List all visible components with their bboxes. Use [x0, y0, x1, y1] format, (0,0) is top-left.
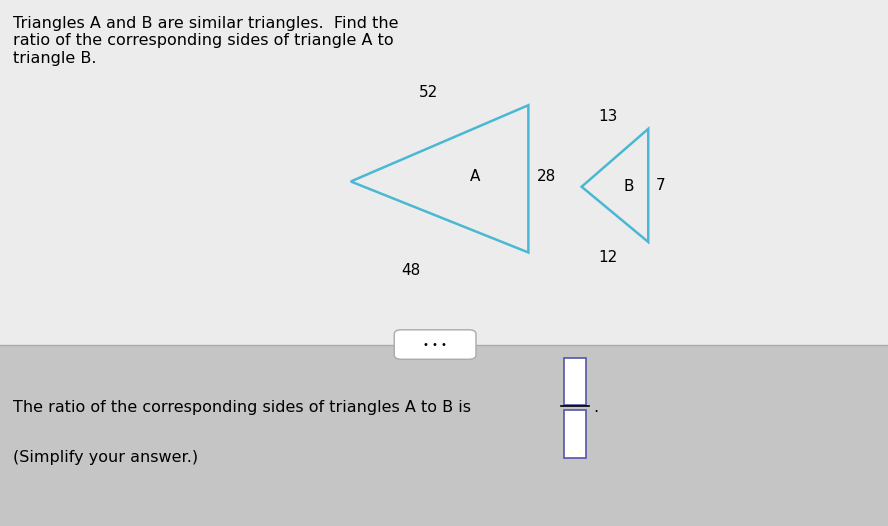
Text: .: .: [593, 400, 599, 415]
Text: 48: 48: [401, 264, 421, 278]
Text: Triangles A and B are similar triangles.  Find the
ratio of the corresponding si: Triangles A and B are similar triangles.…: [13, 16, 399, 66]
FancyBboxPatch shape: [394, 330, 476, 359]
Text: A: A: [470, 169, 480, 184]
Bar: [0, 0, 888, 345]
Text: 7: 7: [655, 178, 665, 193]
Bar: [564, 410, 586, 458]
Text: (Simplify your answer.): (Simplify your answer.): [13, 450, 198, 465]
Text: The ratio of the corresponding sides of triangles A to B is: The ratio of the corresponding sides of …: [13, 400, 477, 415]
Text: 52: 52: [418, 85, 438, 99]
Text: 13: 13: [599, 109, 618, 124]
Text: 12: 12: [599, 250, 618, 265]
Text: B: B: [623, 179, 634, 194]
Text: 28: 28: [537, 169, 557, 184]
Bar: [564, 358, 586, 405]
Text: • • •: • • •: [424, 339, 447, 350]
Bar: [0, 345, 888, 526]
